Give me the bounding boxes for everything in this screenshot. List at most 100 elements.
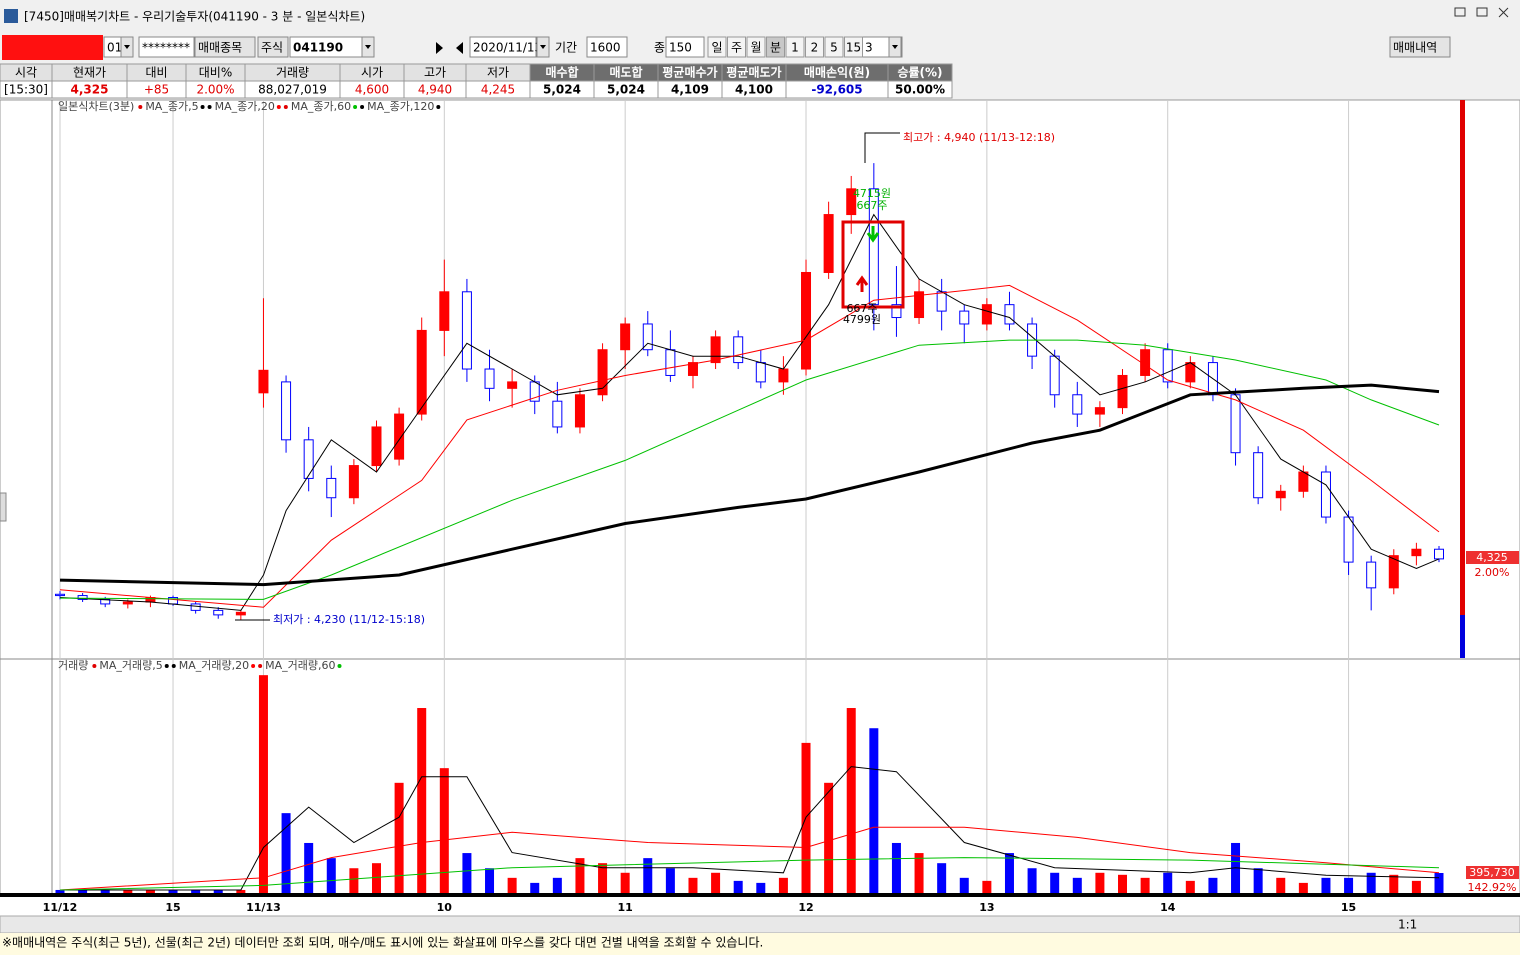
toolbar-field[interactable] bbox=[1389, 36, 1451, 58]
volume-bar bbox=[620, 872, 630, 893]
volume-bar bbox=[168, 889, 178, 893]
minimize[interactable] bbox=[1454, 7, 1466, 17]
dropdown-arrow bbox=[540, 45, 546, 49]
candle-body bbox=[303, 439, 314, 479]
volume-bar bbox=[643, 858, 653, 893]
unit-button[interactable] bbox=[766, 36, 785, 58]
high-annotation: 최고가 : 4,940 (11/13-12:18) bbox=[903, 131, 1055, 144]
candle-body bbox=[1253, 452, 1264, 499]
table-header: 평균매수가 bbox=[662, 65, 717, 80]
legend-dot bbox=[251, 664, 256, 668]
volume-bar bbox=[1185, 880, 1195, 893]
candle-body bbox=[846, 188, 857, 216]
candle-body bbox=[1298, 471, 1309, 492]
candle-body bbox=[936, 291, 947, 312]
volume-bar bbox=[1208, 877, 1218, 893]
candle-body bbox=[507, 381, 518, 389]
ma-line bbox=[59, 284, 1440, 608]
unit-button[interactable] bbox=[785, 36, 805, 58]
table-header: 매수합 bbox=[545, 65, 578, 80]
volume-bar bbox=[507, 877, 517, 893]
table-value: 5,024 bbox=[543, 83, 581, 97]
unit-button[interactable] bbox=[707, 36, 727, 58]
candle-body bbox=[371, 426, 382, 467]
unit-label: 월 bbox=[750, 41, 761, 55]
volume-bar bbox=[1118, 874, 1128, 893]
volume-bar bbox=[417, 708, 427, 893]
ma-line bbox=[59, 383, 1440, 587]
toolbar-field bbox=[586, 36, 628, 58]
legend-dot bbox=[436, 105, 441, 109]
candle-body bbox=[1366, 561, 1377, 589]
table-value: +85 bbox=[144, 83, 169, 97]
close[interactable] bbox=[1498, 7, 1509, 18]
candle-body bbox=[1162, 349, 1173, 383]
status-bar bbox=[0, 933, 1520, 955]
toolbar-text: 매매종목 bbox=[198, 41, 242, 55]
volume-bar bbox=[191, 889, 201, 893]
table-value: 5,024 bbox=[607, 83, 645, 97]
unit-label: 15 bbox=[846, 41, 861, 55]
scrollbar[interactable] bbox=[0, 915, 1520, 934]
candle-body bbox=[1094, 407, 1105, 415]
legend-entry: MA_종가,60 bbox=[291, 100, 351, 113]
title-bar bbox=[0, 0, 1520, 32]
unit-button[interactable] bbox=[824, 36, 844, 58]
candle-body bbox=[461, 291, 472, 370]
back-button[interactable] bbox=[456, 42, 463, 54]
ma-line bbox=[59, 213, 1440, 611]
unit-label: 분 bbox=[770, 41, 781, 55]
legend-dot bbox=[92, 664, 97, 668]
play-button[interactable] bbox=[436, 42, 443, 54]
last-volume-label: 395,730 bbox=[1469, 866, 1515, 879]
toolbar-text: 01 bbox=[107, 41, 122, 55]
volume-bar bbox=[1095, 872, 1105, 893]
last-change-label: 2.00% bbox=[1475, 566, 1510, 579]
legend-entry: MA_종가,5 bbox=[145, 100, 198, 113]
volume-bar bbox=[485, 868, 495, 893]
x-tick-label: 11/13 bbox=[246, 901, 281, 914]
unit-button[interactable] bbox=[746, 36, 766, 58]
volume-bar bbox=[1321, 877, 1331, 893]
table-header: 거래량 bbox=[276, 66, 309, 80]
volume-bar bbox=[258, 675, 268, 893]
candle-body bbox=[597, 349, 608, 396]
last-price-label: 4,325 bbox=[1476, 551, 1508, 564]
toolbar-text: 3 bbox=[865, 41, 873, 55]
candle-body bbox=[891, 304, 902, 319]
volume-bar bbox=[1140, 877, 1150, 893]
legend-entry: MA_종가,20 bbox=[215, 100, 275, 113]
legend-dot bbox=[337, 664, 342, 668]
toolbar-text: ******** bbox=[142, 41, 190, 55]
volume-bar bbox=[1004, 853, 1014, 893]
table-value: 4,325 bbox=[71, 83, 109, 97]
buy-arrow[interactable] bbox=[855, 275, 869, 292]
side-toggle[interactable] bbox=[0, 492, 7, 522]
sell-arrow[interactable] bbox=[866, 226, 880, 243]
candle-body bbox=[710, 336, 721, 364]
volume-bar bbox=[552, 877, 562, 893]
table-value: 4,245 bbox=[481, 83, 515, 97]
x-tick-label: 10 bbox=[437, 901, 453, 914]
legend-entry: MA_거래량,60 bbox=[265, 659, 335, 672]
volume-bar bbox=[1344, 877, 1354, 893]
toolbar-field[interactable] bbox=[194, 36, 256, 58]
toolbar-text: 주식 bbox=[261, 41, 283, 55]
table-header: 승률(%) bbox=[897, 66, 942, 80]
candle-body bbox=[77, 595, 88, 600]
candle-body bbox=[1275, 490, 1286, 499]
volume-bar bbox=[711, 872, 721, 893]
toolbar-field[interactable] bbox=[257, 36, 289, 58]
volume-bar bbox=[326, 858, 336, 893]
maximize[interactable] bbox=[1476, 7, 1488, 17]
unit-button[interactable] bbox=[844, 36, 863, 58]
candle-body bbox=[235, 611, 246, 616]
table-header: 저가 bbox=[487, 66, 509, 80]
dropdown-arrow bbox=[365, 45, 371, 49]
volume-bar bbox=[959, 877, 969, 893]
window-buttons[interactable] bbox=[1454, 7, 1509, 18]
unit-button[interactable] bbox=[727, 36, 746, 58]
volume-bar bbox=[1163, 872, 1173, 893]
unit-button[interactable] bbox=[805, 36, 824, 58]
